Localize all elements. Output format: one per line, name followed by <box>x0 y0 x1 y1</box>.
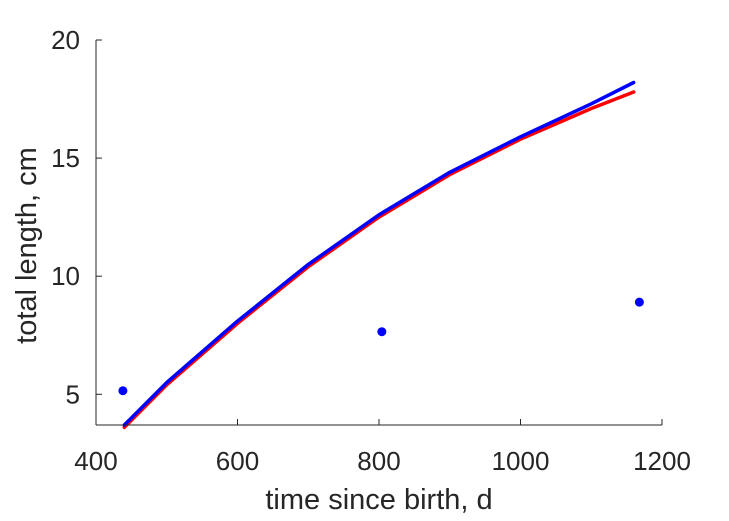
axes <box>95 40 662 426</box>
data-point <box>118 386 128 396</box>
series-line-1 <box>122 90 636 430</box>
y-tick-label: 20 <box>51 25 80 55</box>
x-tick-label: 600 <box>216 446 259 476</box>
x-axis-label: time since birth, d <box>265 484 492 516</box>
y-axis-label: total length, cm <box>11 147 43 344</box>
y-tick-label: 15 <box>51 143 80 173</box>
data-point <box>634 297 644 307</box>
y-tick-label: 5 <box>66 379 80 409</box>
x-tick-label: 1000 <box>492 446 550 476</box>
x-tick-label: 800 <box>357 446 400 476</box>
plot-area <box>118 80 644 430</box>
x-tick-label: 400 <box>74 446 117 476</box>
x-tick-label: 1200 <box>633 446 691 476</box>
y-tick-label: 10 <box>51 261 80 291</box>
series-line-0 <box>122 80 636 427</box>
x-ticks: 400 600 800 1000 1200 <box>74 419 691 476</box>
y-ticks: 5 10 15 20 <box>51 25 102 409</box>
data-point <box>377 327 387 337</box>
